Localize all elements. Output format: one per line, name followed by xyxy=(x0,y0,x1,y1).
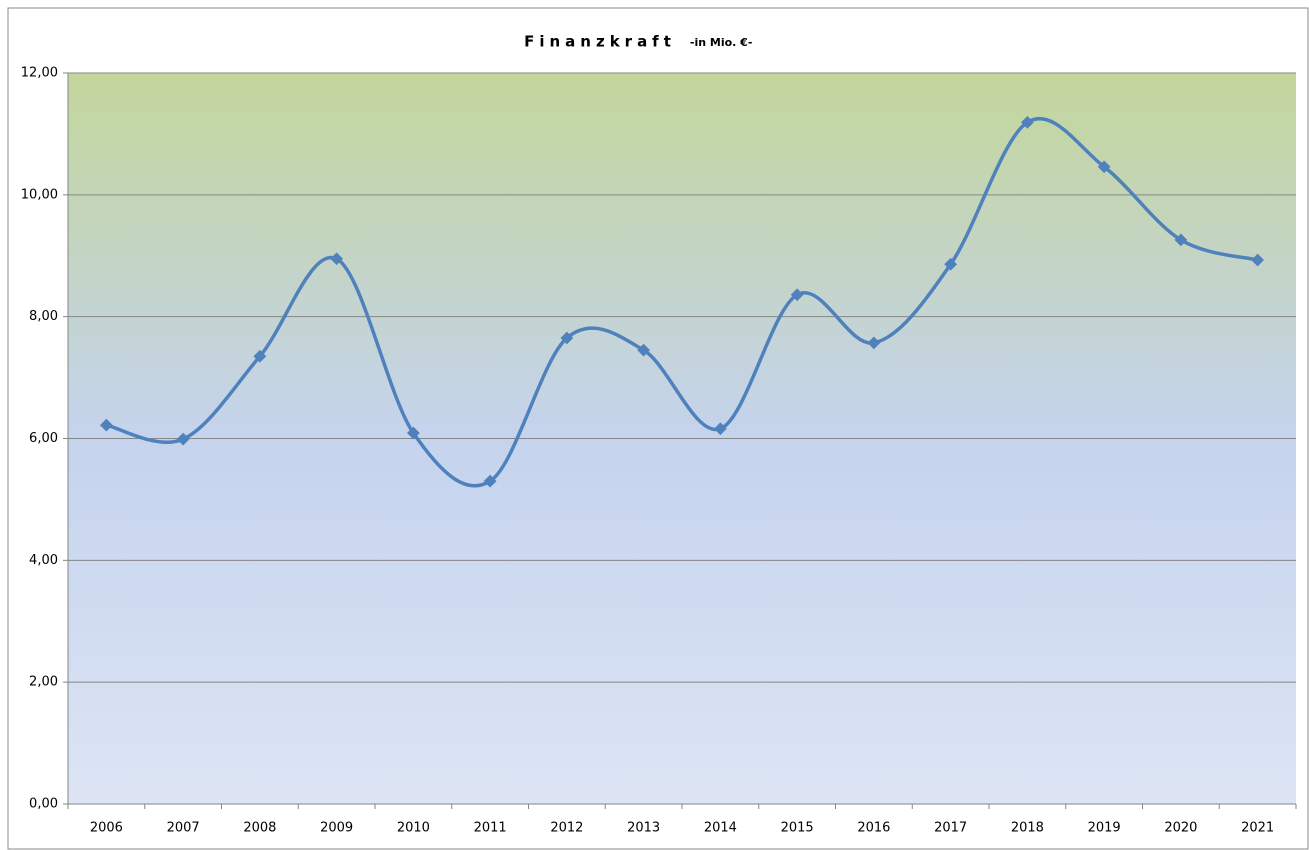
x-tick-label: 2020 xyxy=(1164,821,1197,836)
marker xyxy=(100,418,113,432)
x-tick-label: 2009 xyxy=(320,821,353,836)
x-tick-label: 2013 xyxy=(627,821,660,836)
x-tick-label: 2007 xyxy=(167,821,200,836)
x-tick-label: 2012 xyxy=(550,821,583,836)
marker xyxy=(407,426,420,440)
x-tick-label: 2008 xyxy=(243,821,276,836)
y-tick-label: 8,00 xyxy=(29,309,58,324)
x-tick-label: 2018 xyxy=(1011,821,1044,836)
y-tick-label: 12,00 xyxy=(21,66,58,81)
x-tick-label: 2014 xyxy=(704,821,737,836)
marker xyxy=(253,349,267,363)
series-line xyxy=(105,116,1259,488)
x-tick-label: 2017 xyxy=(934,821,967,836)
marker xyxy=(330,252,343,266)
x-tick-label: 2019 xyxy=(1088,821,1121,836)
chart-subtitle: -in Mio. €- xyxy=(690,36,753,49)
x-tick-label: 2021 xyxy=(1241,821,1274,836)
x-tick-label: 2006 xyxy=(90,821,123,836)
marker xyxy=(176,432,190,446)
x-tick-label: 2011 xyxy=(474,821,507,836)
y-tick-label: 4,00 xyxy=(29,553,58,568)
y-tick-label: 2,00 xyxy=(29,675,58,690)
y-tick-label: 0,00 xyxy=(29,797,58,812)
x-tick-label: 2016 xyxy=(857,821,890,836)
x-tick-label: 2010 xyxy=(397,821,430,836)
y-tick-label: 10,00 xyxy=(21,187,58,202)
y-tick-label: 6,00 xyxy=(29,431,58,446)
x-tick-label: 2015 xyxy=(781,821,814,836)
marker xyxy=(483,474,497,488)
chart-title: Finanzkraft xyxy=(524,33,676,51)
